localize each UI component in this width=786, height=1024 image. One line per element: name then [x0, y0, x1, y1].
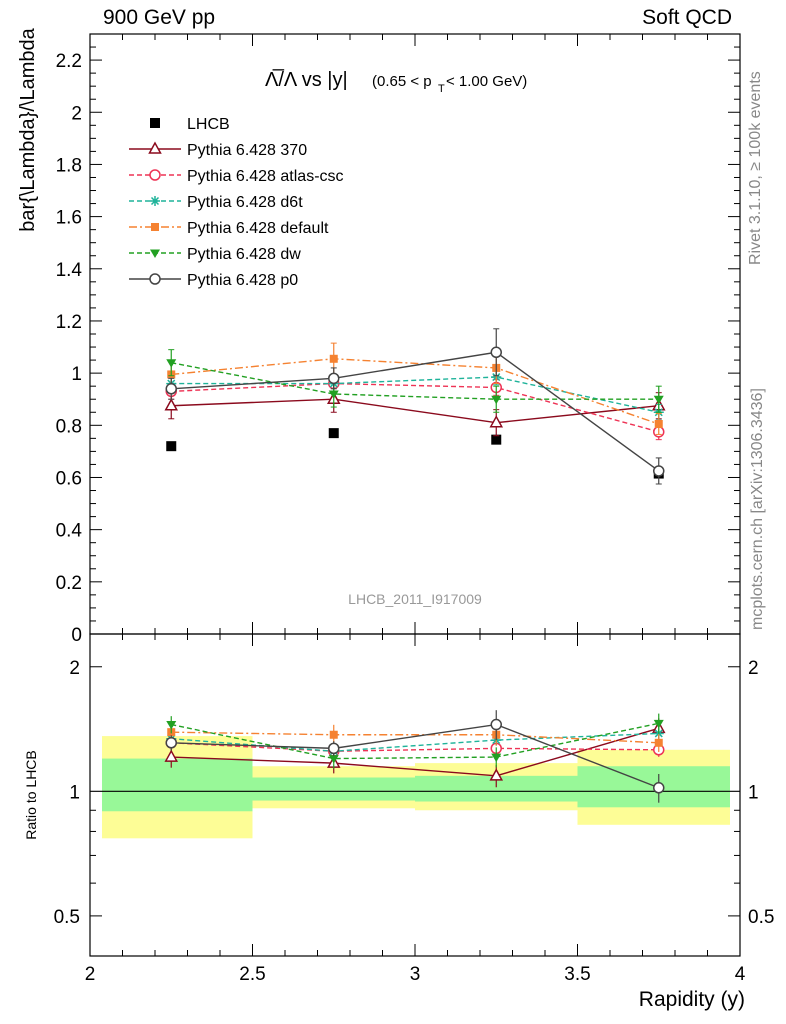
ratio-tick-label: 1: [69, 782, 80, 803]
series-point: [165, 383, 177, 395]
ratio-point: [653, 782, 665, 794]
ratio-point: [328, 755, 339, 764]
y-tick-label: 2: [71, 103, 82, 124]
legend-label: Pythia 6.428 default: [187, 220, 329, 237]
legend-entry-lhcb: LHCB: [150, 116, 230, 133]
ratio-point: [489, 768, 504, 781]
x-tick-label: 2.5: [239, 964, 265, 985]
analysis-watermark: LHCB_2011_I917009: [348, 591, 482, 607]
ratio-y-axis-label: Ratio to LHCB: [23, 750, 39, 839]
plot-title-range: (0.65 < p: [372, 73, 432, 90]
series-point: [328, 372, 340, 385]
series-line: [171, 362, 659, 400]
series-line: [171, 376, 659, 413]
plot-title-range-index: T: [438, 83, 445, 95]
y-tick-label: 1.2: [56, 312, 82, 333]
ratio-point: [329, 730, 338, 739]
ratio-series-line: [171, 742, 659, 752]
ratio-series-line: [171, 727, 659, 777]
y-tick-label: 1: [71, 364, 82, 385]
y-axis-label: bar{\Lambda}/\Lambda: [17, 27, 39, 231]
ratio-point: [165, 737, 177, 749]
ratio-tick-label: 2: [69, 658, 80, 679]
legend-label: Pythia 6.428 atlas-csc: [187, 168, 344, 185]
ratio-tick-label-right: 1: [748, 782, 759, 803]
series-line: [171, 382, 659, 433]
legend-marker: [149, 169, 161, 181]
y-tick-label: 1.4: [56, 260, 83, 281]
legend-label: Pythia 6.428 d6t: [187, 194, 303, 211]
x-tick-label: 3.5: [564, 964, 590, 985]
series-point: [490, 346, 502, 359]
series-point: [166, 359, 177, 368]
legend-marker: [150, 196, 160, 206]
x-axis-label: Rapidity (y): [639, 988, 745, 1011]
legend-entry: Pythia 6.428 370: [129, 141, 307, 159]
y-tick-label: 1.6: [56, 208, 82, 229]
series-point: [491, 395, 502, 405]
header-left: 900 GeV pp: [103, 6, 216, 29]
ratio-tick-label-right: 0.5: [748, 907, 774, 928]
ratio-series-line: [171, 723, 660, 789]
ratio-point: [164, 749, 179, 762]
lhcb-point: [491, 434, 502, 445]
series-point: [654, 420, 663, 428]
legend-marker: [151, 223, 159, 231]
series-line: [171, 351, 660, 472]
ratio-series-line: [171, 731, 659, 744]
series-point: [653, 465, 665, 477]
ratio-tick-label-right: 2: [748, 658, 759, 679]
series-line: [171, 358, 659, 425]
ratio-point: [490, 718, 502, 731]
legend-label: Pythia 6.428 370: [187, 142, 307, 159]
series-point: [329, 354, 338, 363]
legend-marker: [149, 273, 161, 285]
header-right: Soft QCD: [642, 6, 732, 29]
ratio-point: [166, 721, 177, 730]
band-inner: [102, 758, 253, 812]
y-tick-label: 0.4: [56, 521, 83, 542]
legend-entry: Pythia 6.428 dw: [129, 246, 301, 263]
lhcb-point: [328, 428, 339, 439]
legend-marker: [150, 249, 160, 258]
band-inner: [252, 777, 415, 801]
series-point: [653, 395, 664, 405]
legend-entry: Pythia 6.428 default: [129, 220, 329, 237]
lhcb-point: [166, 441, 177, 452]
x-tick-label: 2: [85, 964, 96, 985]
plot-title-range-end: < 1.00 GeV): [446, 73, 527, 90]
legend-marker: [150, 118, 160, 128]
y-tick-label: 0.8: [56, 416, 82, 437]
plot-title: Λ̅/Λ vs |y|: [265, 68, 348, 91]
series-point: [328, 390, 339, 399]
ratio-point: [491, 753, 502, 763]
legend-label: Pythia 6.428 dw: [187, 246, 301, 263]
ratio-series-line: [171, 722, 659, 760]
series-line: [171, 398, 659, 424]
ratio-point: [328, 742, 340, 755]
x-tick-label: 4: [735, 964, 746, 985]
y-tick-label: 2.2: [56, 51, 82, 72]
legend-label: LHCB: [187, 116, 230, 133]
ratio-point: [654, 738, 663, 747]
y-tick-label: 0.2: [56, 573, 82, 594]
legend-entry: Pythia 6.428 p0: [129, 272, 298, 289]
ratio-tick-label: 0.5: [54, 907, 80, 928]
legend-marker: [148, 141, 162, 154]
legend-label: Pythia 6.428 p0: [187, 272, 298, 289]
legend-entry: Pythia 6.428 d6t: [129, 194, 303, 211]
y-tick-label: 0.6: [56, 468, 82, 489]
y-tick-label: 0: [71, 625, 82, 646]
series-point: [489, 415, 504, 428]
series-point: [164, 398, 179, 411]
y-tick-label: 1.8: [56, 155, 82, 176]
legend-entry: Pythia 6.428 atlas-csc: [129, 168, 344, 185]
x-tick-label: 3: [410, 964, 421, 985]
ratio-point: [653, 719, 664, 729]
